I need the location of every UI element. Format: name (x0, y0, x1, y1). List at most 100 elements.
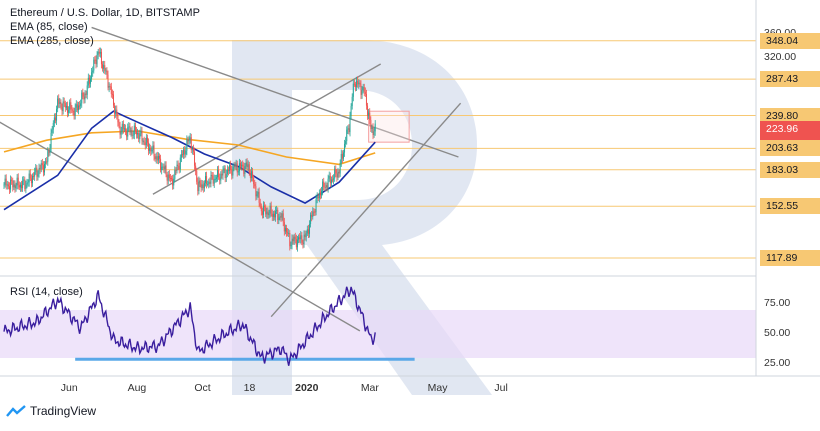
candle-body (190, 137, 192, 151)
price-tag-level[interactable]: 287.43 (760, 71, 820, 88)
candle-body (278, 217, 280, 220)
candle-body (230, 165, 232, 170)
candle-body (223, 168, 225, 171)
candle-body (168, 174, 170, 178)
candle-body (200, 183, 202, 188)
candle-body (341, 153, 343, 159)
candle-body (318, 192, 320, 199)
candle-body (272, 213, 274, 217)
candle-body (350, 106, 352, 116)
candle-body (26, 183, 28, 185)
candle-body (219, 177, 221, 181)
candle-body (166, 174, 168, 181)
candle-body (19, 184, 21, 188)
candle-body (69, 102, 71, 110)
candle-body (359, 82, 361, 85)
candle-body (163, 166, 165, 170)
price-tag-current[interactable]: 223.96 (760, 121, 820, 138)
candle-body (338, 171, 340, 174)
candle-body (116, 109, 118, 116)
ema285-label[interactable]: EMA (285, close) (10, 35, 94, 47)
candle-body (187, 139, 189, 142)
rsi-axis-label: 25.00 (764, 357, 791, 369)
candle-body (364, 91, 366, 95)
candle-body (185, 150, 187, 155)
candle-body (233, 166, 235, 168)
candle-body (127, 127, 129, 137)
candle-body (295, 239, 297, 248)
candle-body (91, 72, 93, 79)
candle-body (171, 178, 173, 180)
candle-body (256, 194, 258, 197)
candle-body (64, 103, 66, 108)
candle-body (56, 108, 58, 121)
candle-body (167, 174, 169, 181)
candle-body (351, 96, 353, 107)
price-tag-level[interactable]: 117.89 (760, 250, 820, 266)
candle-body (103, 65, 105, 69)
rsi-line (3, 286, 376, 366)
candle-body (155, 156, 157, 160)
candle-body (109, 86, 111, 88)
candle-body (138, 132, 140, 140)
time-axis-label: 18 (243, 382, 256, 394)
candle-body (153, 145, 155, 157)
candle-body (146, 137, 148, 143)
symbol-title[interactable]: Ethereum / U.S. Dollar, 1D, BITSTAMP (10, 7, 200, 19)
candle-body (60, 102, 62, 107)
candle-body (369, 112, 371, 121)
candle-body (107, 74, 109, 88)
candle-body (184, 149, 186, 155)
candle-body (248, 164, 250, 174)
trend-lines[interactable] (0, 26, 462, 361)
price-tag-level[interactable]: 152.55 (760, 198, 820, 215)
price-axis-label: 320.00 (764, 50, 797, 63)
price-tag-level[interactable]: 203.63 (760, 140, 820, 157)
candle-body (162, 166, 164, 168)
price-tag-level[interactable]: 239.80 (760, 107, 820, 124)
ema85-label[interactable]: EMA (85, close) (10, 21, 88, 33)
candle-body (106, 70, 108, 75)
candle-body (246, 162, 248, 168)
candle-body (111, 93, 113, 95)
candle-body (49, 147, 51, 153)
level-lines (0, 40, 756, 259)
candle-body (93, 59, 95, 71)
candle-body (337, 171, 339, 178)
candle-body (309, 224, 311, 234)
candle-body (334, 168, 336, 179)
candle-body (242, 164, 244, 167)
candle-body (90, 78, 92, 84)
candle-body (113, 94, 114, 106)
time-axis-label: Jun (60, 382, 78, 394)
candle-body (4, 178, 6, 185)
candle-body (323, 181, 325, 188)
candle-body (221, 173, 223, 176)
candle-body (165, 165, 167, 175)
tradingview-logo[interactable]: TradingView (6, 404, 96, 418)
price-tag-level[interactable]: 348.04 (760, 32, 820, 49)
candle-body (174, 169, 176, 179)
candle-body (88, 77, 90, 84)
candle-body (173, 178, 175, 186)
candle-body (352, 83, 354, 97)
candle-body (299, 237, 301, 240)
candle-body (143, 140, 145, 143)
candle-body (356, 80, 358, 88)
candle-body (28, 173, 30, 183)
candle-body (217, 169, 219, 178)
price-tag-level[interactable]: 183.03 (760, 161, 820, 178)
candle-body (39, 167, 41, 170)
rsi-axis-label: 50.00 (764, 327, 791, 339)
candle-body (50, 132, 52, 148)
candle-body (176, 164, 178, 171)
candle-body (140, 130, 142, 134)
candle-body (152, 145, 154, 150)
candle-body (206, 176, 208, 185)
candle-body (253, 177, 255, 185)
rsi-legend[interactable]: RSI (14, close) (10, 286, 83, 298)
candle-body (340, 153, 342, 164)
candle-body (58, 98, 60, 104)
candle-body (213, 178, 215, 184)
